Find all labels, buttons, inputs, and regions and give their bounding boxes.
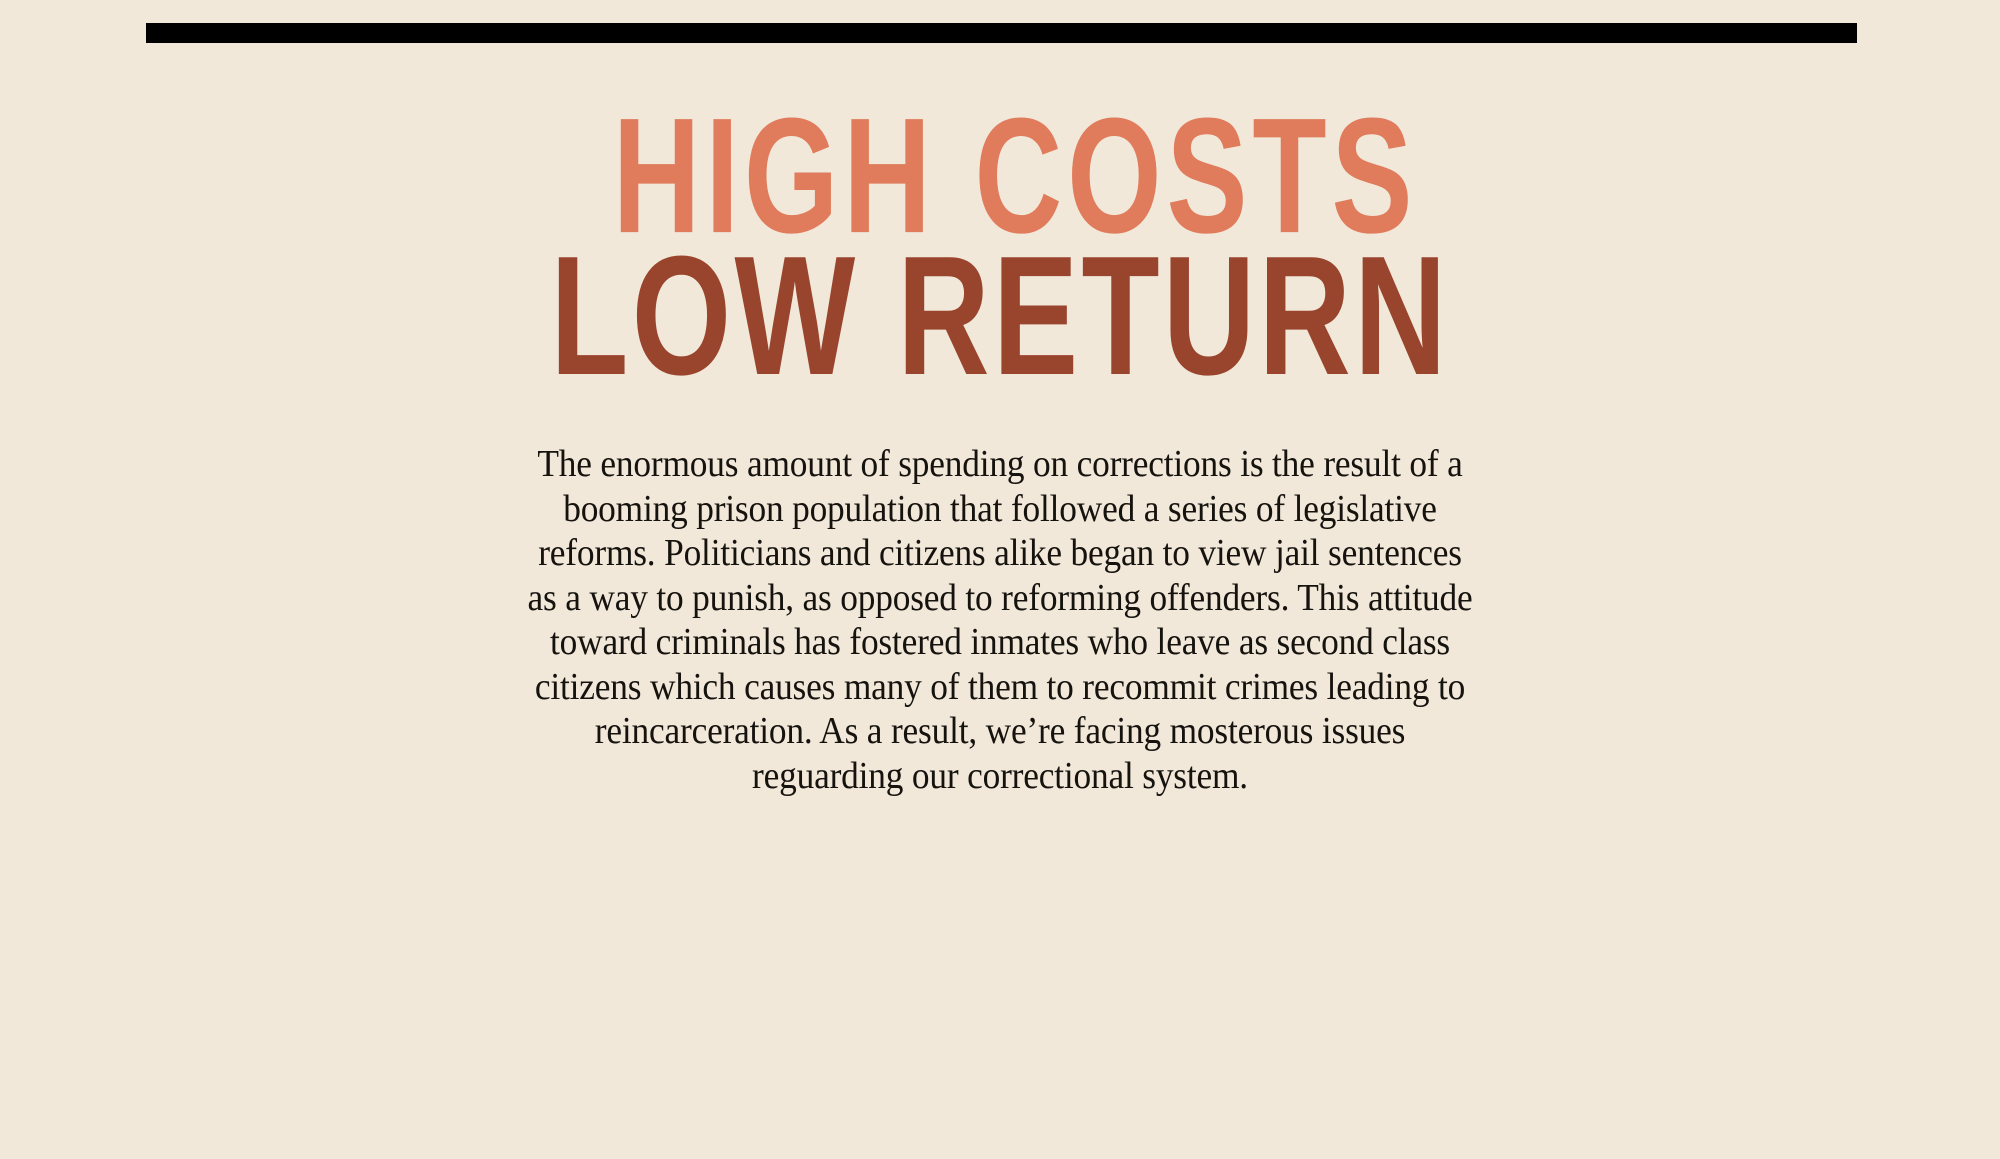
body-paragraph: The enormous amount of spending on corre… [527,443,1473,797]
title-line-high-costs: HIGH COSTS [612,84,1418,268]
slide-title: HIGH COSTS LOW RETURN [0,84,2000,400]
slide-body: The enormous amount of spending on corre… [487,442,1513,798]
header-rule [146,23,1857,43]
title-line-low-return: LOW RETURN [550,220,1450,410]
